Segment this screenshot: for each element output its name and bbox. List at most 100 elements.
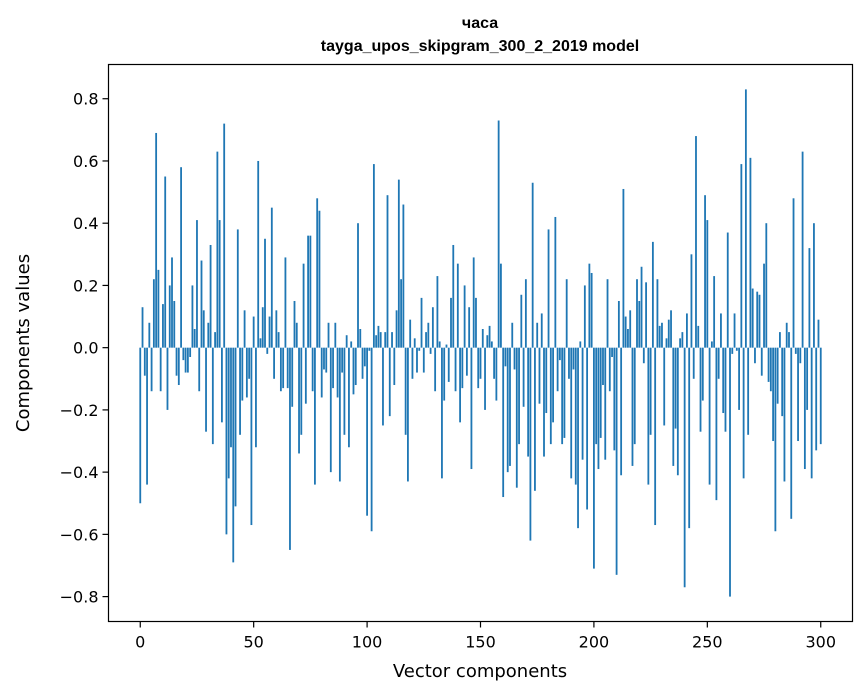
bar-270 xyxy=(751,288,754,348)
bar-204 xyxy=(602,347,604,386)
bar-174 xyxy=(534,347,536,491)
bar-288 xyxy=(792,198,795,348)
bars-group xyxy=(139,89,822,597)
bar-241 xyxy=(686,313,688,348)
bar-212 xyxy=(620,347,623,476)
bar-4 xyxy=(148,322,151,348)
bar-208 xyxy=(611,347,613,358)
bar-67 xyxy=(291,347,294,407)
bar-11 xyxy=(164,176,167,348)
bar-16 xyxy=(175,347,178,376)
bar-138 xyxy=(452,244,455,348)
x-tick-label-5: 250 xyxy=(692,633,723,652)
bar-38 xyxy=(225,347,228,535)
bar-269 xyxy=(749,157,752,348)
x-tick-label-0: 0 xyxy=(135,633,145,652)
bar-248 xyxy=(701,347,704,401)
bar-122 xyxy=(416,347,418,373)
bar-244 xyxy=(692,347,695,379)
bar-160 xyxy=(502,347,505,498)
bar-6 xyxy=(152,279,155,348)
bar-287 xyxy=(790,347,793,519)
bar-123 xyxy=(418,347,421,351)
bar-209 xyxy=(613,347,616,451)
bar-73 xyxy=(304,347,307,404)
bar-118 xyxy=(407,347,409,482)
bar-68 xyxy=(293,300,296,348)
bar-228 xyxy=(656,279,659,348)
bar-65 xyxy=(286,347,289,389)
bar-210 xyxy=(615,347,618,575)
bar-183 xyxy=(554,216,557,348)
bar-71 xyxy=(300,347,303,435)
bar-252 xyxy=(710,341,713,348)
bar-188 xyxy=(565,279,568,348)
bar-169 xyxy=(522,347,525,407)
bar-150 xyxy=(479,347,482,379)
x-axis-label: Vector components xyxy=(393,661,567,682)
bar-163 xyxy=(509,347,511,466)
bar-280 xyxy=(774,347,777,532)
x-axis-ticks: 0 50 100 150 200 250 300 xyxy=(135,621,836,652)
bar-121 xyxy=(413,338,416,348)
bar-211 xyxy=(617,300,620,348)
bar-200 xyxy=(593,347,595,569)
bar-190 xyxy=(570,347,573,479)
bar-197 xyxy=(586,347,589,510)
bar-235 xyxy=(672,347,675,466)
bar-158 xyxy=(497,120,500,348)
bar-58 xyxy=(270,207,273,348)
chart-title-line1: часа xyxy=(462,15,498,32)
bar-40 xyxy=(230,347,232,448)
bar-126 xyxy=(425,332,427,348)
plot-frame xyxy=(107,63,854,623)
bar-145 xyxy=(468,307,471,348)
bar-77 xyxy=(314,347,316,485)
bar-162 xyxy=(506,347,509,473)
bar-45 xyxy=(241,347,244,401)
bar-1 xyxy=(141,307,144,348)
bar-246 xyxy=(697,325,700,348)
chart-title-line2: tayga_upos_skipgram_300_2_2019 model xyxy=(321,38,639,55)
bar-52 xyxy=(257,160,260,348)
bar-157 xyxy=(495,347,498,401)
bar-54 xyxy=(261,307,264,348)
bar-230 xyxy=(661,322,663,348)
bar-148 xyxy=(475,297,477,348)
bar-102 xyxy=(370,347,373,532)
bar-142 xyxy=(461,347,464,389)
bar-44 xyxy=(239,347,241,435)
bar-187 xyxy=(563,347,566,438)
bar-29 xyxy=(205,347,207,432)
bar-116 xyxy=(402,204,405,348)
bar-139 xyxy=(454,347,457,392)
bar-247 xyxy=(699,347,702,432)
bar-275 xyxy=(763,263,765,348)
bar-35 xyxy=(218,220,221,348)
bar-173 xyxy=(531,182,534,348)
bar-112 xyxy=(393,347,396,386)
bar-189 xyxy=(568,347,570,379)
bar-216 xyxy=(629,310,632,348)
bar-101 xyxy=(368,347,371,351)
bar-60 xyxy=(275,310,278,348)
bar-296 xyxy=(810,347,813,479)
bar-95 xyxy=(354,347,357,386)
bar-46 xyxy=(243,310,246,348)
bar-261 xyxy=(731,347,734,354)
bar-299 xyxy=(817,319,820,348)
bar-225 xyxy=(649,347,652,435)
bar-257 xyxy=(722,347,725,414)
x-tick-label-3: 150 xyxy=(465,633,496,652)
bar-106 xyxy=(379,332,382,348)
bar-84 xyxy=(329,347,332,473)
bar-203 xyxy=(599,347,602,438)
bar-70 xyxy=(298,347,300,454)
bar-268 xyxy=(747,347,750,435)
bar-89 xyxy=(341,347,344,373)
bar-13 xyxy=(168,285,171,348)
bar-97 xyxy=(359,329,362,348)
bar-222 xyxy=(642,347,645,364)
bar-30 xyxy=(207,322,210,348)
bar-155 xyxy=(490,341,493,348)
